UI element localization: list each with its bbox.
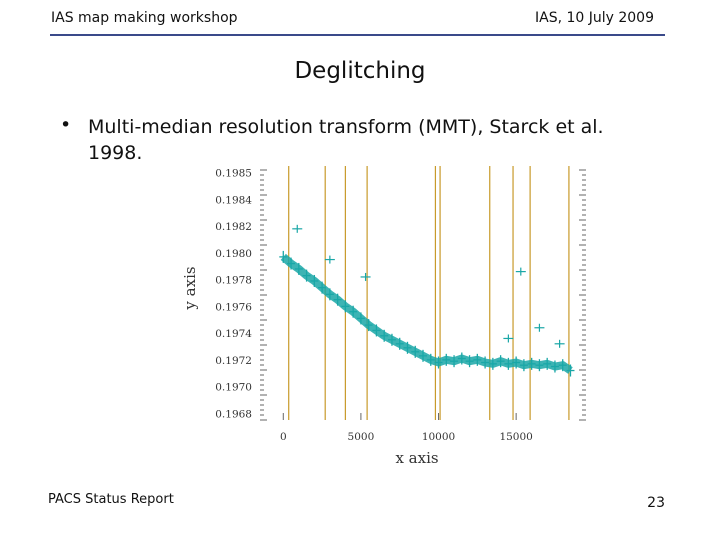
x-tick-label: 5000 <box>348 431 375 443</box>
page-number: 23 <box>647 495 665 511</box>
y-tick-label: 0.1968 <box>215 408 252 420</box>
footer-report-name: PACS Status Report <box>48 492 174 507</box>
x-tick-label: 0 <box>280 431 287 443</box>
bullet-text: Multi-median resolution transform (MMT),… <box>88 116 604 164</box>
y-tick-label: 0.1980 <box>215 248 252 260</box>
bullet-marker: • <box>60 114 72 136</box>
y-tick-label: 0.1982 <box>215 221 252 233</box>
y-tick-label: 0.1978 <box>215 275 252 287</box>
slide-title: Deglitching <box>294 58 426 84</box>
header-date: IAS, 10 July 2009 <box>534 10 654 26</box>
deglitching-chart: 0.1968 0.1970 0.1972 0.1974 0.1976 0.1978 0.19… <box>181 166 586 467</box>
signal-band <box>280 253 573 374</box>
header-workshop-title: IAS map making workshop <box>51 10 238 26</box>
y-tick-label: 0.1972 <box>215 355 252 367</box>
y-tick-label: 0.1985 <box>215 168 252 180</box>
header-divider <box>50 34 665 36</box>
y-tick-label: 0.1974 <box>215 328 252 340</box>
x-tick-label: 15000 <box>499 431 532 443</box>
y-axis-label: y axis <box>181 266 199 310</box>
y-tick-label: 0.1984 <box>215 194 252 206</box>
x-axis-label: x axis <box>395 449 438 467</box>
y-tick-label: 0.1976 <box>215 301 252 313</box>
x-tick-label: 10000 <box>422 431 455 443</box>
y-tick-label: 0.1970 <box>215 382 252 394</box>
